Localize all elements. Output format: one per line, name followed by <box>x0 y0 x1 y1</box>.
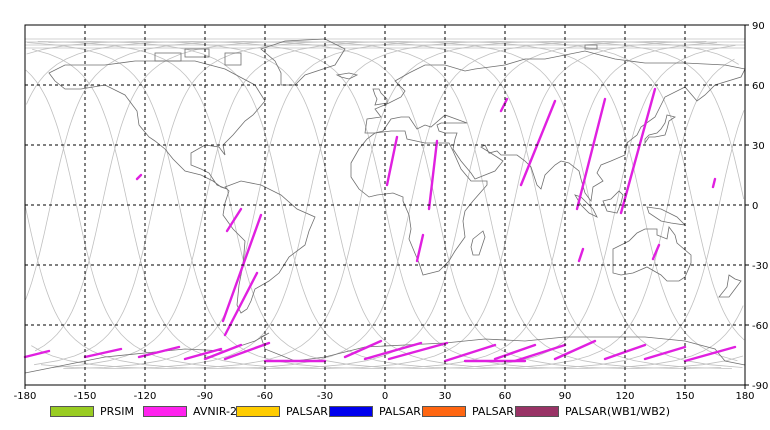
avnir2-pass <box>343 339 383 359</box>
x-tick-label: -150 <box>74 391 97 402</box>
y-tick-label: 0 <box>752 201 758 212</box>
coastline-iceland <box>335 72 359 80</box>
legend-swatch <box>236 405 280 417</box>
x-tick-label: -30 <box>317 391 333 402</box>
avnir2-pass <box>83 347 123 359</box>
y-tick-label: 60 <box>752 81 765 92</box>
x-tick-label: 180 <box>735 391 754 402</box>
orbit-track <box>26 40 735 370</box>
avnir2-pass <box>225 207 243 233</box>
coastline-australia <box>612 226 692 282</box>
x-tick-label: 30 <box>439 391 452 402</box>
coastline-island <box>154 52 182 62</box>
coastline-south-america <box>222 180 316 314</box>
avnir2-pass <box>513 343 567 363</box>
legend-swatch <box>422 405 466 417</box>
avnir2-pass <box>651 243 661 261</box>
avnir2-pass <box>711 177 717 189</box>
avnir2-pass <box>577 247 585 263</box>
avnir2-pass <box>643 345 687 361</box>
y-tick-label: -30 <box>752 261 768 272</box>
y-tick-label: -60 <box>752 321 768 332</box>
legend-item: PALSAR(WB1/WB2) <box>515 404 670 418</box>
legend-swatch <box>329 405 373 417</box>
avnir2-pass <box>223 341 271 361</box>
avnir2-pass <box>499 97 509 113</box>
coastline-newguinea <box>646 206 687 226</box>
x-tick-label: 120 <box>615 391 634 402</box>
coastline-japan <box>644 114 676 145</box>
avnir2-pass <box>683 345 737 363</box>
avnir2-pass <box>363 341 423 361</box>
orbit-track <box>52 40 732 369</box>
avnir2-pass <box>135 173 143 181</box>
legend-item: PRSIM <box>50 404 134 418</box>
avnir2-pass <box>619 87 657 215</box>
avnir2-pass <box>183 347 223 361</box>
avnir2-pass <box>575 97 607 211</box>
legend-swatch <box>143 405 187 417</box>
y-tick-label: 30 <box>752 141 765 152</box>
orbit-track <box>37 41 718 370</box>
avnir2-pass <box>221 213 263 323</box>
orbit-track <box>48 40 736 370</box>
x-tick-label: -90 <box>197 391 213 402</box>
x-tick-label: 150 <box>675 391 694 402</box>
avnir2-pass <box>443 343 497 363</box>
avnir2-pass <box>427 139 439 211</box>
grid-lines <box>25 25 745 385</box>
avnir2-pass <box>519 99 557 187</box>
coastlines <box>24 38 746 374</box>
coastline-greatbritain <box>372 88 388 106</box>
avnir2-pass <box>493 343 537 361</box>
coastline-island <box>584 44 598 50</box>
legend-label: AVNIR-2 <box>193 404 237 418</box>
y-tick-labels: 90 60 30 0 -30 -60 -90 <box>745 21 768 392</box>
x-tick-labels: -180 -150 -120 -90 -60 -30 0 30 60 90 120 150 180 <box>14 385 755 402</box>
coastline-africa <box>350 130 488 276</box>
coastline-antarctica <box>24 332 746 374</box>
x-tick-label: -180 <box>14 391 37 402</box>
coastline-borneo <box>602 190 624 214</box>
coastline-madagascar <box>470 230 486 256</box>
x-tick-label: 90 <box>559 391 572 402</box>
avnir2-pass <box>137 345 181 359</box>
avnir2-pass <box>553 339 597 361</box>
legend-label: PALSAR(WB1/WB2) <box>565 404 671 418</box>
coastline-island <box>184 48 210 58</box>
y-tick-label: 90 <box>752 21 765 32</box>
orbit-track <box>24 40 739 370</box>
avnir2-pass <box>23 349 51 359</box>
legend: PRSIM AVNIR-2 PALSAR(FBS) PALSAR(FBD) PALSAR… <box>0 400 770 424</box>
x-tick-label: 60 <box>499 391 512 402</box>
orbit-track <box>27 41 707 370</box>
x-tick-label: -60 <box>257 391 273 402</box>
x-tick-label: -120 <box>134 391 157 402</box>
y-tick-label: -90 <box>752 381 768 392</box>
coastline-newzealand <box>718 274 742 298</box>
avnir2-pass <box>203 343 243 361</box>
avnir2-passes <box>23 87 737 363</box>
orbit-tracks <box>24 38 745 370</box>
legend-item: AVNIR-2 <box>143 404 237 418</box>
orbit-track <box>31 40 745 370</box>
orbit-track <box>26 40 745 370</box>
avnir2-pass <box>387 341 449 361</box>
avnir2-pass <box>415 233 425 263</box>
orbit-track <box>40 40 738 370</box>
legend-swatch <box>50 405 94 417</box>
coastline-island <box>224 52 242 66</box>
orbit-track <box>32 40 729 370</box>
legend-swatch <box>515 405 559 417</box>
legend-label: PRSIM <box>100 404 134 418</box>
avnir2-pass <box>385 135 399 187</box>
x-tick-label: 0 <box>382 391 388 402</box>
orbit-track <box>34 40 744 370</box>
orbit-track <box>25 40 744 370</box>
